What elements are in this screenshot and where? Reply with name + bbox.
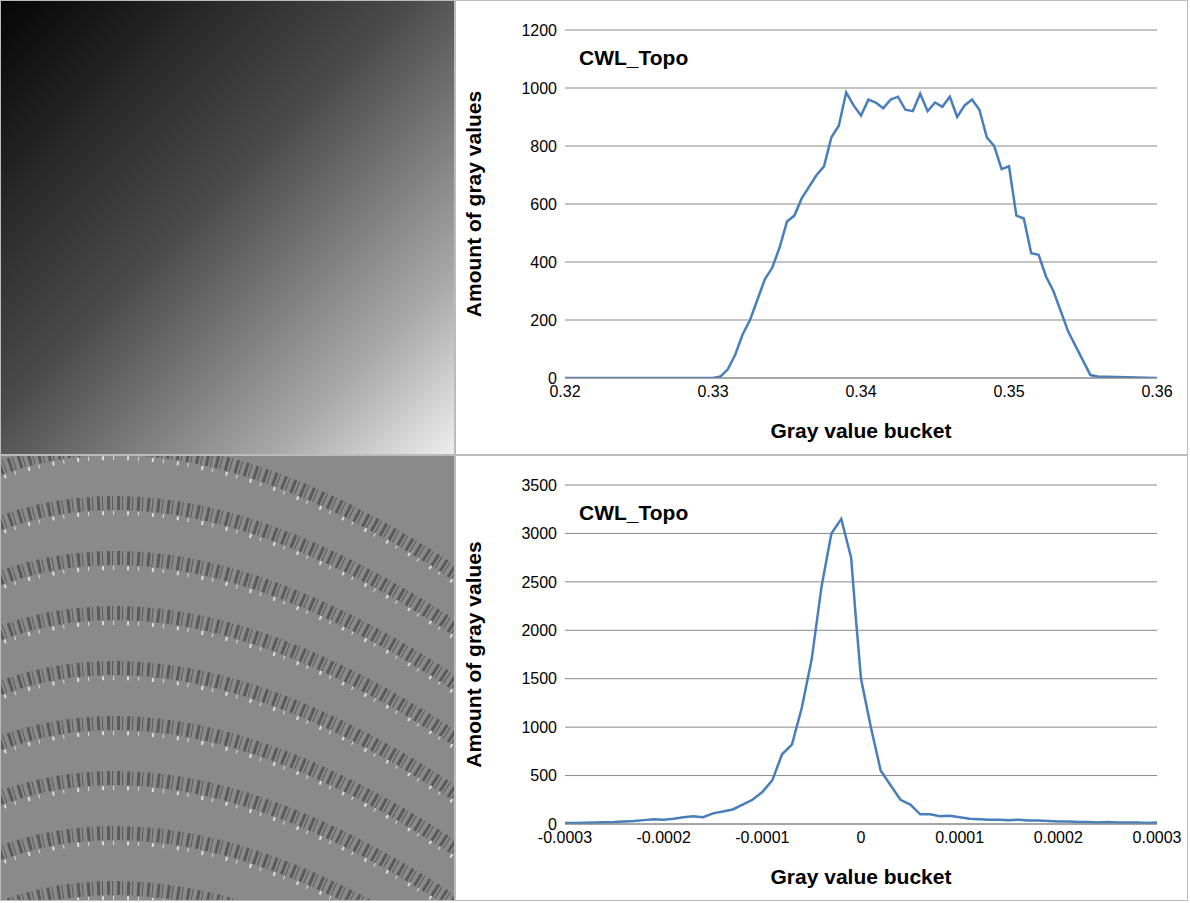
- svg-text:600: 600: [530, 196, 557, 213]
- svg-text:0.32: 0.32: [549, 383, 581, 401]
- svg-text:0.0001: 0.0001: [935, 829, 984, 846]
- svg-text:-0.0001: -0.0001: [735, 829, 789, 846]
- svg-text:-0.0002: -0.0002: [637, 829, 691, 846]
- svg-text:0.35: 0.35: [993, 383, 1024, 400]
- svg-text:Amount of gray values: Amount of gray values: [462, 541, 485, 767]
- html-text:CWL_Topo: CWL_Topo: [579, 46, 689, 69]
- svg-text:500: 500: [530, 767, 557, 784]
- svg-text:3500: 3500: [521, 477, 557, 494]
- svg-text:0.33: 0.33: [697, 383, 728, 400]
- svg-text:2500: 2500: [521, 574, 557, 591]
- svg-text:3000: 3000: [521, 525, 557, 542]
- svg-text:800: 800: [530, 138, 557, 155]
- svg-text:0.0002: 0.0002: [1034, 829, 1083, 846]
- svg-text:-0.0003: -0.0003: [538, 829, 592, 846]
- svg-text:0.34: 0.34: [845, 383, 876, 400]
- svg-text:Gray value bucket: Gray value bucket: [771, 419, 952, 442]
- svg-text:0: 0: [857, 829, 866, 846]
- svg-text:Amount of gray values: Amount of gray values: [462, 91, 485, 317]
- html-text:CWL_Topo: CWL_Topo: [579, 501, 689, 524]
- svg-text:0: 0: [548, 816, 557, 833]
- svg-text:2000: 2000: [521, 622, 557, 639]
- svg-text:1500: 1500: [521, 670, 557, 687]
- svg-text:0.36: 0.36: [1141, 383, 1172, 400]
- svg-text:400: 400: [530, 254, 557, 271]
- svg-text:1000: 1000: [521, 80, 557, 97]
- svg-text:1200: 1200: [521, 22, 557, 39]
- svg-text:0.0003: 0.0003: [1133, 829, 1182, 846]
- svg-text:Gray value bucket: Gray value bucket: [771, 865, 952, 888]
- svg-text:0: 0: [548, 370, 557, 387]
- svg-text:1000: 1000: [521, 719, 557, 736]
- svg-text:200: 200: [530, 312, 557, 329]
